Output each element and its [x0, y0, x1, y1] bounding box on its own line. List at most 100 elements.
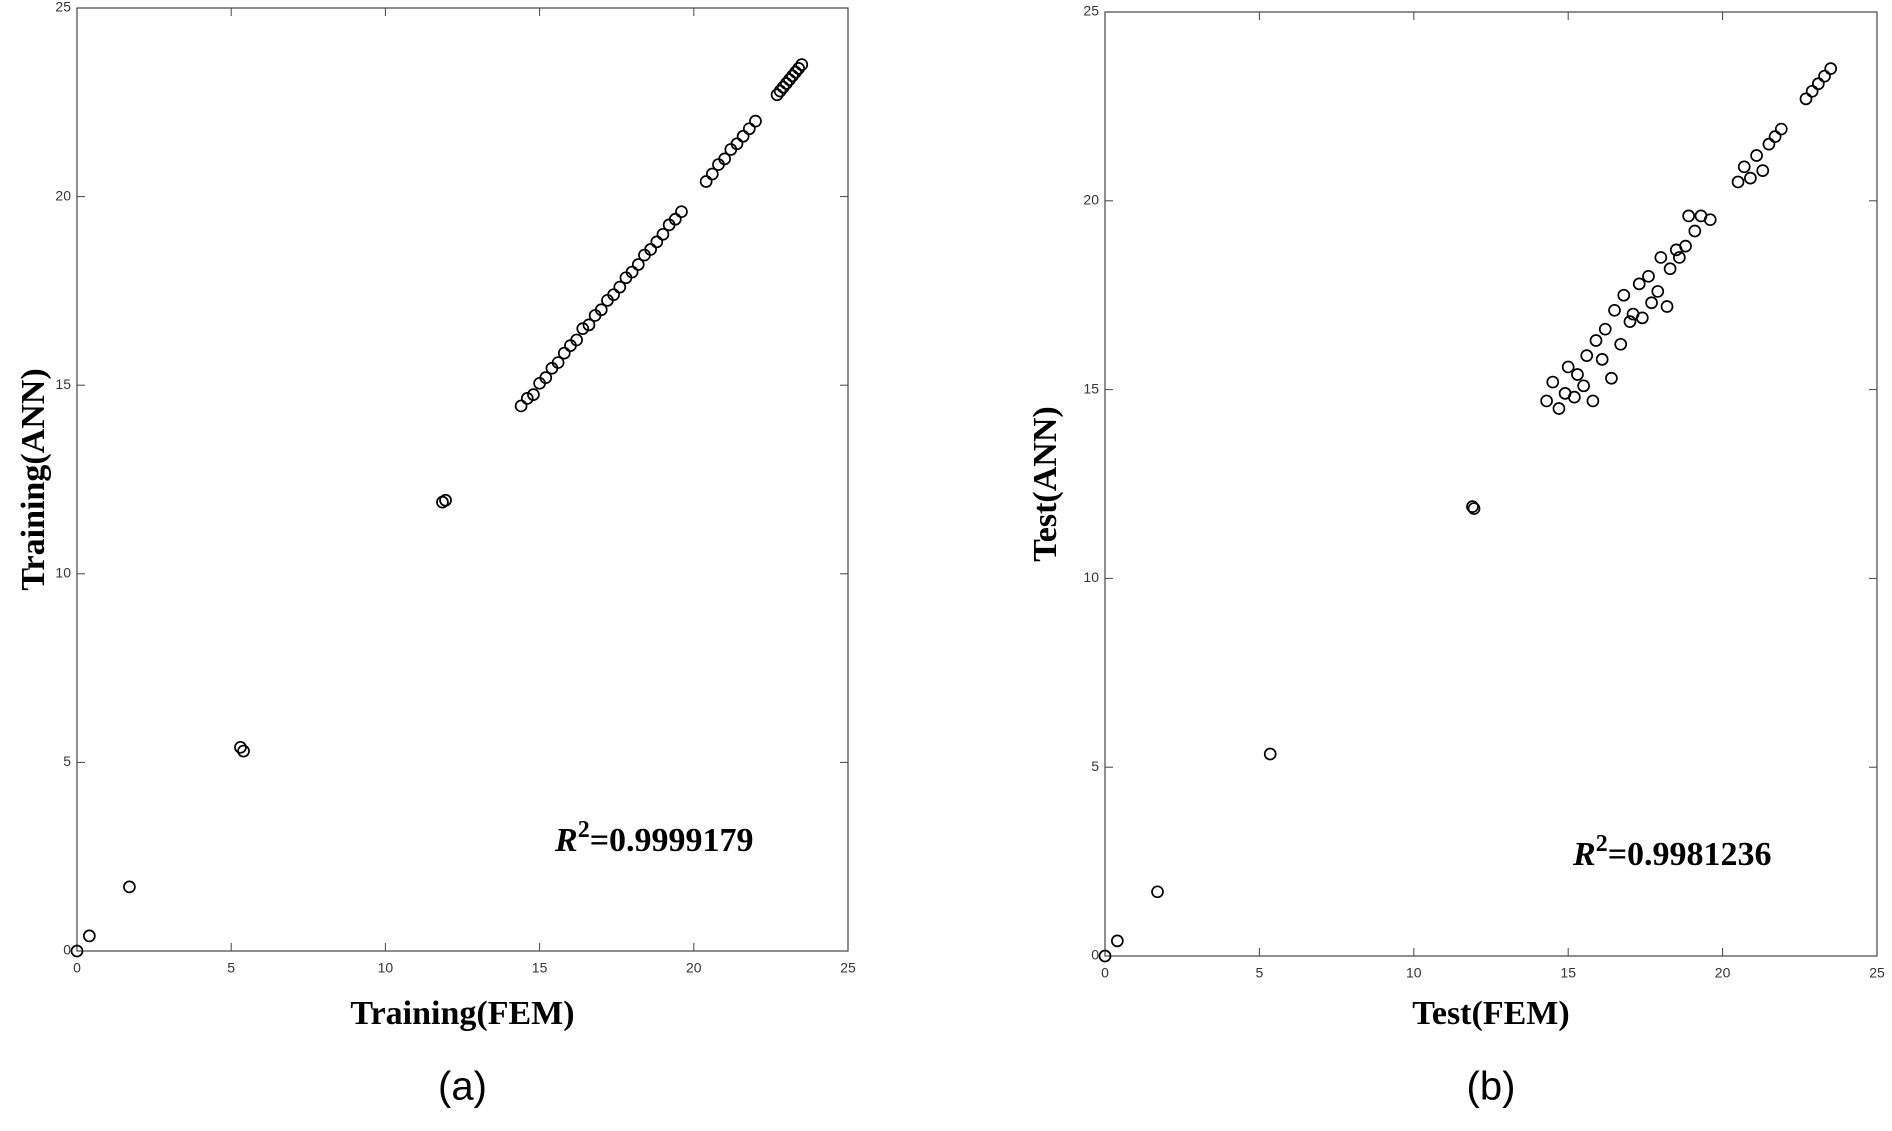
point: [736, 129, 750, 143]
point: [82, 929, 96, 943]
point: [123, 880, 136, 894]
point: [613, 280, 627, 294]
point: [1756, 164, 1770, 177]
point: [439, 493, 452, 507]
point: [1589, 334, 1603, 347]
annotation-symbol: R: [554, 822, 578, 859]
point: [520, 392, 534, 405]
x-tick-label: 0: [1101, 965, 1109, 981]
point: [1663, 262, 1677, 276]
y-tick-label: 15: [1083, 380, 1099, 396]
point: [70, 944, 84, 958]
y-tick-label: 0: [63, 942, 71, 958]
y-tick-label: 10: [1083, 569, 1099, 585]
y-tick-label: 25: [55, 0, 71, 15]
point: [789, 65, 802, 79]
point: [1605, 371, 1618, 385]
point: [783, 73, 796, 87]
y-tick-label: 20: [1083, 192, 1099, 208]
annotation-text: =0.9981236: [1608, 836, 1772, 873]
point: [1586, 394, 1600, 408]
point: [1651, 285, 1665, 298]
point: [514, 399, 528, 413]
point: [607, 288, 620, 302]
point: [237, 744, 250, 758]
point: [699, 175, 713, 188]
x-tick-label: 5: [1256, 965, 1264, 981]
y-tick-label: 5: [1091, 758, 1099, 774]
point: [1466, 500, 1479, 514]
point: [1552, 402, 1566, 415]
plot-frame: [1104, 11, 1878, 957]
point: [1540, 394, 1553, 408]
point: [576, 322, 590, 335]
annotation-exponent: 2: [578, 817, 590, 843]
x-tick-label: 25: [840, 960, 856, 976]
y-tick-label: 10: [55, 565, 71, 581]
point: [594, 303, 608, 317]
point: [1635, 311, 1649, 325]
point: [1111, 934, 1124, 948]
point: [795, 58, 809, 71]
point: [668, 212, 682, 226]
point: [1614, 337, 1628, 351]
point: [1673, 251, 1686, 264]
x-tick-label: 15: [1560, 965, 1576, 981]
point: [1632, 277, 1646, 291]
point: [1598, 322, 1612, 336]
point: [1679, 239, 1692, 253]
point: [644, 243, 657, 256]
point: [1467, 502, 1481, 515]
y-tick-label: 0: [1091, 947, 1099, 963]
caption: (b): [1467, 1065, 1516, 1109]
point: [773, 84, 787, 98]
point: [730, 137, 744, 151]
point: [1660, 300, 1674, 313]
point: [557, 346, 571, 360]
annotation-symbol: R: [1572, 836, 1596, 873]
x-tick-label: 20: [1715, 965, 1731, 981]
point: [1768, 130, 1782, 143]
annotation-text: =0.9999179: [590, 822, 754, 859]
point: [1737, 160, 1751, 174]
point: [1561, 360, 1575, 374]
point: [570, 333, 583, 347]
point: [742, 122, 756, 136]
point: [1546, 375, 1560, 389]
x-tick-label: 25: [1869, 965, 1885, 981]
x-tick-label: 0: [73, 960, 81, 976]
point: [539, 371, 553, 385]
point: [1263, 747, 1277, 761]
point: [1731, 175, 1745, 189]
point: [656, 227, 670, 241]
point: [1762, 137, 1776, 151]
x-axis-label: Training(FEM): [350, 995, 574, 1032]
point: [1617, 288, 1631, 302]
point: [1654, 251, 1668, 264]
point: [625, 265, 639, 279]
y-tick-label: 20: [55, 187, 71, 203]
x-tick-label: 10: [378, 960, 394, 976]
point: [1688, 224, 1702, 238]
point: [582, 318, 596, 332]
point: [1568, 390, 1581, 404]
point: [1608, 303, 1621, 317]
point: [650, 235, 664, 249]
point: [1774, 122, 1788, 136]
caption: (a): [438, 1065, 487, 1109]
point: [792, 62, 806, 75]
y-tick-label: 25: [1083, 3, 1099, 19]
point: [1577, 379, 1590, 393]
point: [1824, 62, 1838, 75]
point: [1750, 149, 1763, 162]
annotation: R2=0.9999179: [554, 817, 754, 859]
point: [1805, 84, 1819, 98]
point: [770, 88, 784, 102]
point: [779, 77, 793, 90]
point: [1682, 209, 1695, 223]
y-tick-label: 15: [55, 376, 71, 392]
y-axis-label: Training(ANN): [15, 368, 52, 590]
point: [718, 152, 731, 166]
point: [527, 388, 540, 401]
point: [1799, 92, 1813, 106]
